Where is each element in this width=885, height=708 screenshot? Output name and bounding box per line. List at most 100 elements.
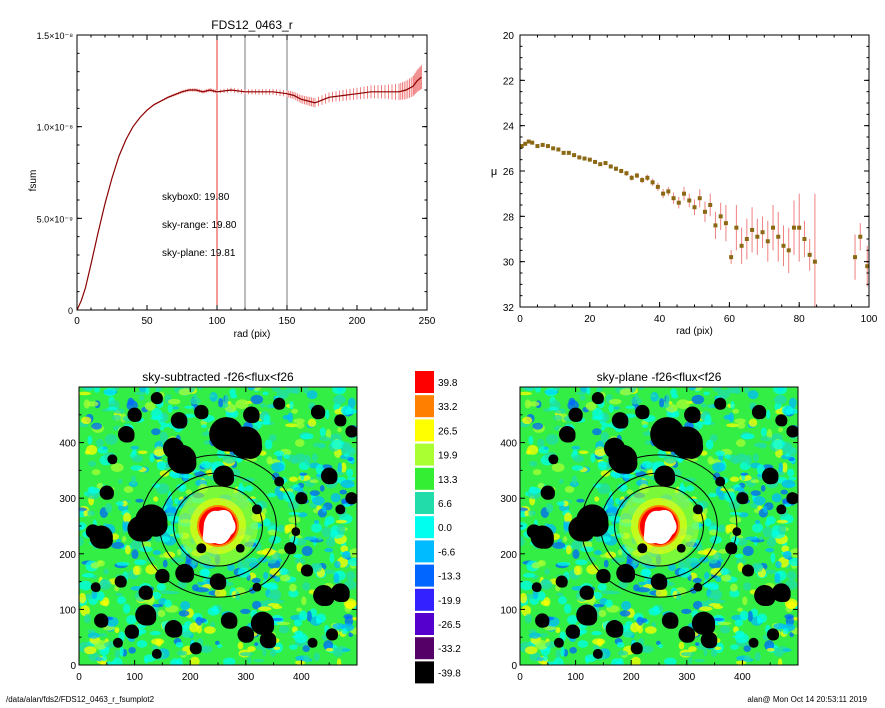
masked-source — [679, 546, 686, 553]
masked-source — [655, 578, 668, 590]
noise-blob — [176, 657, 183, 665]
data-point — [812, 259, 817, 264]
noise-blob — [203, 626, 216, 634]
noise-blob — [732, 458, 740, 465]
masked-source — [717, 401, 726, 410]
noise-blob — [528, 487, 542, 494]
x-tick-label: 100 — [209, 316, 226, 327]
noise-blob — [734, 553, 744, 559]
noise-blob — [596, 387, 603, 392]
noise-blob — [576, 498, 585, 503]
noise-blob — [606, 505, 619, 514]
noise-blob — [551, 463, 565, 472]
profile-line — [76, 76, 422, 311]
annotation-0: skybox0: 19.80 — [162, 192, 230, 203]
noise-blob — [271, 617, 284, 621]
masked-source — [96, 532, 113, 549]
noise-blob — [613, 406, 620, 410]
noise-blob — [122, 603, 131, 614]
noise-blob — [770, 552, 776, 564]
y-tick-label: 22 — [503, 76, 515, 87]
noise-blob — [130, 445, 140, 450]
x-tick-label: 20 — [584, 314, 596, 325]
noise-blob — [766, 537, 777, 547]
data-point — [526, 139, 531, 144]
noise-blob — [752, 453, 759, 462]
noise-blob — [301, 545, 313, 557]
noise-blob — [123, 486, 134, 493]
noise-blob — [121, 500, 128, 507]
noise-blob — [152, 603, 164, 608]
noise-blob — [734, 619, 744, 627]
noise-blob — [135, 498, 144, 503]
noise-blob — [301, 596, 307, 606]
noise-blob — [176, 650, 187, 656]
noise-blob — [668, 563, 676, 572]
colorbar-label: 26.5 — [438, 426, 458, 437]
noise-blob — [339, 489, 347, 495]
noise-blob — [331, 439, 345, 450]
noise-blob — [323, 640, 334, 651]
noise-blob — [534, 387, 542, 393]
noise-blob — [250, 394, 264, 405]
data-point — [577, 155, 582, 160]
noise-blob — [780, 489, 788, 495]
noise-blob — [591, 630, 602, 636]
masked-source — [559, 579, 568, 588]
x-tick-label: 200 — [623, 672, 640, 683]
noise-blob — [540, 600, 550, 606]
noise-blob — [730, 644, 739, 650]
masked-source — [348, 428, 357, 438]
colorbar-swatch — [415, 588, 434, 611]
noise-blob — [528, 632, 541, 639]
noise-blob — [553, 657, 564, 665]
noise-blob — [788, 476, 797, 481]
noise-blob — [630, 397, 642, 405]
noise-blob — [144, 657, 149, 664]
noise-blob — [744, 387, 750, 394]
masked-source — [304, 567, 313, 577]
noise-blob — [83, 613, 91, 624]
noise-blob — [341, 648, 351, 652]
noise-blob — [781, 479, 796, 489]
noise-blob — [579, 387, 589, 393]
masked-source — [779, 507, 786, 514]
noise-blob — [524, 613, 532, 624]
noise-blob — [641, 460, 653, 469]
x-tick-label: 50 — [141, 316, 153, 327]
noise-blob — [216, 449, 225, 459]
y-tick-label: 5.0×10⁻⁹ — [37, 214, 74, 224]
noise-blob — [126, 615, 137, 625]
masked-source — [257, 618, 275, 635]
noise-blob — [564, 512, 572, 524]
noise-blob — [688, 387, 697, 391]
data-point — [858, 234, 863, 239]
noise-blob — [534, 640, 548, 650]
noise-blob — [589, 597, 595, 606]
noise-blob — [79, 536, 84, 547]
noise-blob — [528, 435, 534, 445]
noise-blob — [740, 472, 749, 476]
masked-source — [756, 409, 767, 420]
noise-blob — [347, 476, 356, 481]
noise-blob — [303, 654, 311, 663]
noise-blob — [765, 520, 770, 527]
masked-source — [298, 495, 308, 505]
noise-blob — [728, 499, 741, 510]
noise-blob — [345, 600, 356, 610]
noise-blob — [156, 583, 166, 591]
noise-blob — [303, 387, 309, 394]
masked-source — [319, 590, 335, 607]
masked-source — [679, 435, 704, 459]
noise-blob — [181, 631, 193, 638]
noise-blob — [539, 579, 553, 590]
noise-blob — [240, 608, 251, 614]
masked-source — [336, 588, 350, 603]
y-tick-label: 100 — [500, 605, 517, 616]
noise-blob — [544, 568, 550, 575]
noise-blob — [178, 388, 191, 396]
noise-blob — [592, 645, 600, 651]
noise-blob — [572, 455, 585, 463]
noise-blob — [757, 505, 763, 510]
noise-blob — [617, 650, 628, 656]
